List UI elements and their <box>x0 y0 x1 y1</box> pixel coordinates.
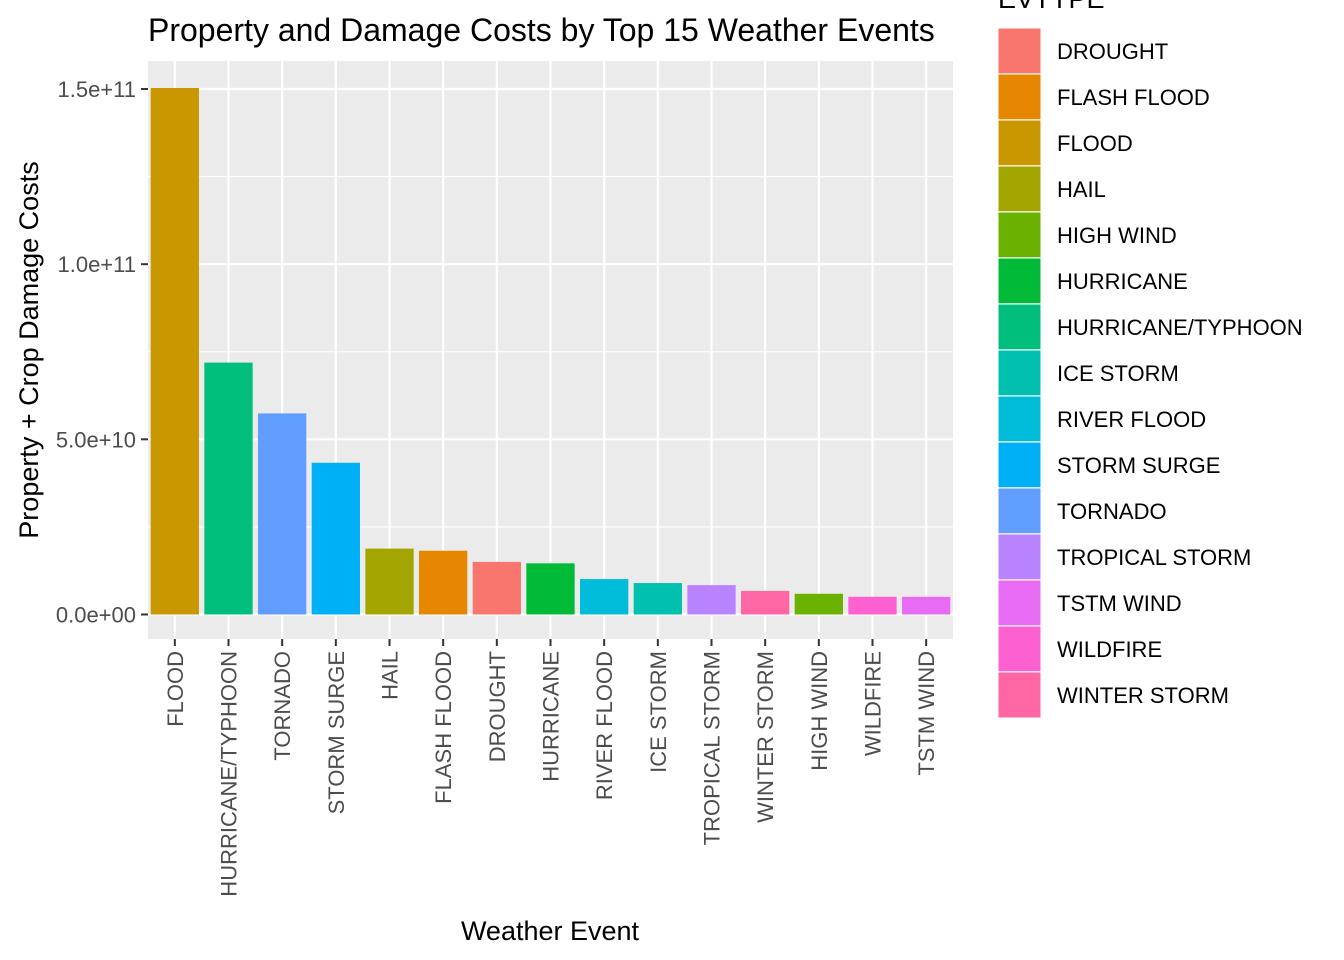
x-tick-label: DROUGHT <box>485 651 510 762</box>
bar <box>472 561 521 615</box>
legend-label: ICE STORM <box>1057 361 1179 386</box>
legend-label: RIVER FLOOD <box>1057 407 1206 432</box>
x-tick-label: HURRICANE <box>539 651 564 782</box>
bar <box>526 563 575 615</box>
legend-label: TSTM WIND <box>1057 591 1182 616</box>
x-tick-label: TSTM WIND <box>914 651 939 776</box>
bar <box>419 550 468 615</box>
legend-key-swatch <box>998 304 1041 350</box>
legend-key-swatch <box>998 350 1041 396</box>
legend-key-swatch <box>998 74 1041 120</box>
legend-key-swatch <box>998 166 1041 212</box>
y-tick-label: 5.0e+10 <box>56 427 136 452</box>
legend-title: EVTYPE <box>998 0 1105 14</box>
legend-key-swatch <box>998 396 1041 442</box>
chart-title: Property and Damage Costs by Top 15 Weat… <box>148 12 935 48</box>
x-axis: FLOOD HURRICANE/TYPHOON TORNADO STORM SURGE… <box>163 639 939 897</box>
legend-label: WINTER STORM <box>1057 683 1229 708</box>
legend-label: DROUGHT <box>1057 39 1168 64</box>
legend-label: FLASH FLOOD <box>1057 85 1210 110</box>
bar <box>204 362 253 615</box>
legend-key-swatch <box>998 488 1041 534</box>
x-tick-label: FLOOD <box>163 651 188 727</box>
legend-label: FLOOD <box>1057 131 1133 156</box>
legend-key-swatch <box>998 672 1041 718</box>
x-tick-label: HURRICANE/TYPHOON <box>217 651 242 897</box>
x-tick-label: WILDFIRE <box>861 651 886 756</box>
x-tick-label: TROPICAL STORM <box>700 651 725 845</box>
bar <box>794 593 843 615</box>
legend-label: HURRICANE <box>1057 269 1188 294</box>
bar <box>902 596 951 615</box>
legend-label: HURRICANE/TYPHOON <box>1057 315 1303 340</box>
y-axis: 0.0e+00 5.0e+10 1.0e+11 1.5e+11 <box>56 77 148 627</box>
bar <box>311 462 360 615</box>
bar <box>258 413 307 615</box>
legend-key-swatch <box>998 258 1041 304</box>
x-tick-label: WINTER STORM <box>753 651 778 823</box>
legend-key-swatch <box>998 120 1041 166</box>
legend-key-swatch <box>998 626 1041 672</box>
bars <box>150 87 951 615</box>
y-tick-label: 0.0e+00 <box>56 602 136 627</box>
x-axis-title: Weather Event <box>461 916 640 946</box>
legend-label: HIGH WIND <box>1057 223 1177 248</box>
bar <box>848 596 897 615</box>
legend-label: HAIL <box>1057 177 1106 202</box>
legend-key-swatch <box>998 28 1041 74</box>
bar <box>687 585 736 615</box>
bar <box>580 579 629 615</box>
legend-key-swatch <box>998 534 1041 580</box>
x-tick-label: ICE STORM <box>646 651 671 773</box>
legend-key-swatch <box>998 442 1041 488</box>
legend-label: STORM SURGE <box>1057 453 1220 478</box>
legend-label: WILDFIRE <box>1057 637 1162 662</box>
x-tick-label: HIGH WIND <box>807 651 832 771</box>
x-tick-label: FLASH FLOOD <box>431 651 456 804</box>
bar <box>633 583 682 615</box>
y-tick-label: 1.0e+11 <box>57 252 136 277</box>
legend-label: TROPICAL STORM <box>1057 545 1251 570</box>
legend-label: TORNADO <box>1057 499 1167 524</box>
y-tick-label: 1.5e+11 <box>57 77 136 102</box>
bar <box>741 590 790 615</box>
legend-key-swatch <box>998 580 1041 626</box>
y-axis-title: Property + Crop Damage Costs <box>14 161 44 538</box>
legend: EVTYPE DROUGHT FLASH FLOOD FLOOD HAIL HIGH W… <box>997 0 1303 719</box>
bar <box>150 87 199 615</box>
x-tick-label: RIVER FLOOD <box>592 651 617 800</box>
legend-key-swatch <box>998 212 1041 258</box>
x-tick-label: TORNADO <box>270 651 295 761</box>
bar <box>365 548 414 615</box>
x-tick-label: HAIL <box>378 651 403 700</box>
x-tick-label: STORM SURGE <box>324 651 349 814</box>
